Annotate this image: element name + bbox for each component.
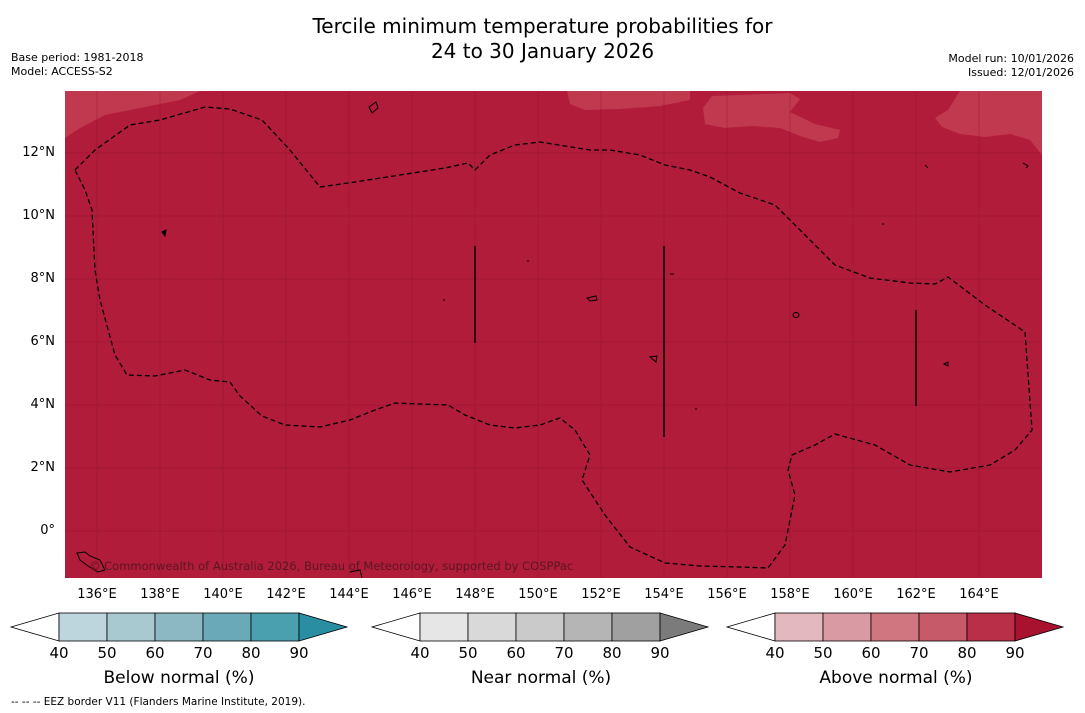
below-normal-colorbar <box>9 612 349 642</box>
above-colorbar-over <box>1014 612 1065 642</box>
lon-label-164e: 164°E <box>959 587 999 602</box>
below-colorbar-segment <box>154 612 204 642</box>
near-tick-60: 60 <box>506 644 526 662</box>
eez-border <box>74 106 1033 569</box>
below-colorbar-segment <box>106 612 156 642</box>
below-tick-80: 80 <box>241 644 261 662</box>
near-colorbar-segment <box>563 612 613 642</box>
above-tick-40: 40 <box>765 644 785 662</box>
above-colorbar-under <box>725 612 776 642</box>
lat-label-6n: 6°N <box>30 334 56 349</box>
below-tick-70: 70 <box>193 644 213 662</box>
near-colorbar-segment <box>467 612 517 642</box>
light-patch-northwest <box>65 91 200 138</box>
near-tick-70: 70 <box>554 644 574 662</box>
map-area[interactable] <box>65 91 1042 579</box>
near-tick-50: 50 <box>458 644 478 662</box>
small-islands <box>76 101 1029 579</box>
lat-label-8n: 8°N <box>30 271 56 286</box>
below-colorbar-segment <box>202 612 252 642</box>
lat-label-12n: 12°N <box>22 145 55 160</box>
above-tick-80: 80 <box>957 644 977 662</box>
near-colorbar-over <box>659 612 710 642</box>
near-tick-80: 80 <box>602 644 622 662</box>
run-info: Model run: 10/01/2026 Issued: 12/01/2026 <box>948 52 1074 80</box>
lat-label-10n: 10°N <box>22 208 55 223</box>
near-normal-label: Near normal (%) <box>470 668 612 688</box>
eez-footnote: -- -- -- EEZ border V11 (Flanders Marine… <box>11 696 306 708</box>
base-period: Base period: 1981-2018 <box>11 51 144 64</box>
near-colorbar-segment <box>419 612 469 642</box>
above-colorbar-segment <box>966 612 1016 642</box>
light-patch-far-northeast <box>935 91 1042 155</box>
below-colorbar-over <box>298 612 349 642</box>
lon-label-162e: 162°E <box>896 587 936 602</box>
below-tick-40: 40 <box>49 644 69 662</box>
above-colorbar-segment <box>774 612 824 642</box>
title-line-2: 24 to 30 January 2026 <box>430 39 655 63</box>
lon-label-144e: 144°E <box>329 587 369 602</box>
above-colorbar-segment <box>822 612 872 642</box>
below-normal-label: Below normal (%) <box>103 668 255 688</box>
above-tick-50: 50 <box>813 644 833 662</box>
model-name: Model: ACCESS-S2 <box>11 65 113 78</box>
lon-label-150e: 150°E <box>518 587 558 602</box>
map-title: Tercile minimum temperature probabilitie… <box>0 14 1085 64</box>
light-patch-northeast <box>703 93 840 142</box>
lon-label-152e: 152°E <box>581 587 621 602</box>
lon-label-156e: 156°E <box>707 587 747 602</box>
near-colorbar-under <box>370 612 421 642</box>
below-colorbar-segment <box>58 612 108 642</box>
model-info: Base period: 1981-2018 Model: ACCESS-S2 <box>11 51 143 79</box>
near-colorbar-segment <box>611 612 661 642</box>
below-tick-50: 50 <box>97 644 117 662</box>
above-colorbar-segment <box>918 612 968 642</box>
light-patch-north-center <box>567 91 690 110</box>
issued-date: Issued: 12/01/2026 <box>967 66 1074 79</box>
above-tick-60: 60 <box>861 644 881 662</box>
lat-label-2n: 2°N <box>30 460 56 475</box>
lon-label-148e: 148°E <box>455 587 495 602</box>
near-tick-90: 90 <box>650 644 670 662</box>
longitude-marker-lines <box>474 246 917 437</box>
above-normal-colorbar <box>725 612 1065 642</box>
below-colorbar-segment <box>250 612 300 642</box>
above-normal-label: Above normal (%) <box>819 668 973 688</box>
below-tick-60: 60 <box>145 644 165 662</box>
lon-label-140e: 140°E <box>203 587 243 602</box>
near-colorbar-segment <box>515 612 565 642</box>
title-line-1: Tercile minimum temperature probabilitie… <box>312 14 773 38</box>
near-normal-colorbar <box>370 612 710 642</box>
above-tick-70: 70 <box>909 644 929 662</box>
copyright-notice: © Commonwealth of Australia 2026, Bureau… <box>89 559 574 573</box>
lon-label-142e: 142°E <box>266 587 306 602</box>
model-run: Model run: 10/01/2026 <box>948 52 1074 65</box>
lat-label-4n: 4°N <box>30 397 56 412</box>
lat-label-0: 0° <box>40 523 55 538</box>
lon-label-138e: 138°E <box>140 587 180 602</box>
above-colorbar-segment <box>870 612 920 642</box>
lon-label-154e: 154°E <box>644 587 684 602</box>
probability-field <box>65 91 1042 578</box>
above-tick-90: 90 <box>1005 644 1025 662</box>
lon-label-146e: 146°E <box>392 587 432 602</box>
below-tick-90: 90 <box>289 644 309 662</box>
lon-label-160e: 160°E <box>833 587 873 602</box>
lon-label-158e: 158°E <box>770 587 810 602</box>
below-colorbar-under <box>9 612 60 642</box>
near-tick-40: 40 <box>410 644 430 662</box>
lon-label-136e: 136°E <box>77 587 117 602</box>
